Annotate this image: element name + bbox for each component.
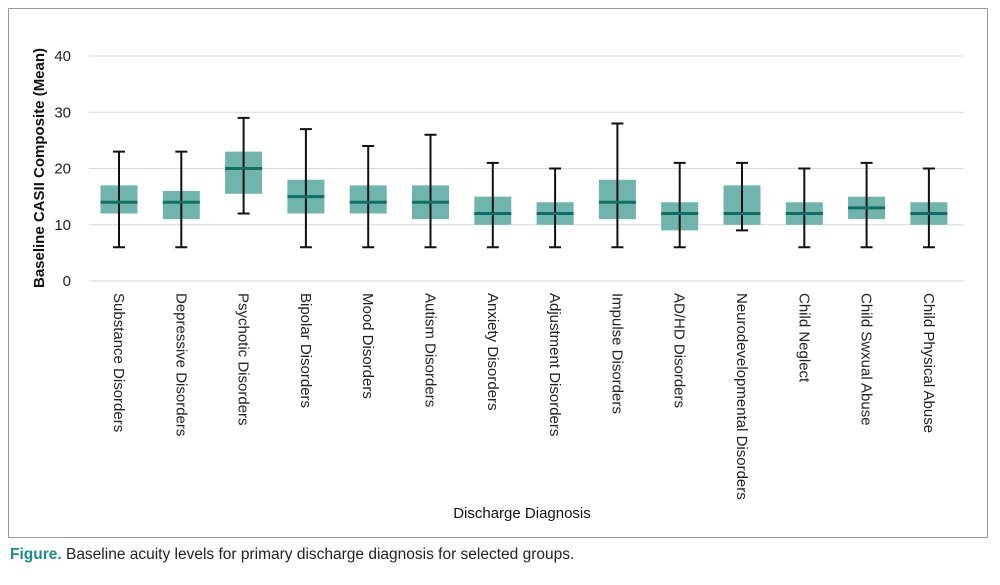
box-group	[100, 150, 138, 249]
x-tick-label: Neurodevelopmental Disorders	[733, 293, 750, 500]
x-tick-label: AD/HD Disorders	[671, 293, 688, 408]
box-group	[536, 167, 574, 249]
boxes	[100, 116, 948, 249]
box-plot-chart: 0 10 20 30 40 Substance Disorders Depressive …	[31, 48, 964, 522]
box-group	[225, 116, 263, 215]
caption-lead: Figure.	[10, 546, 62, 563]
box-group	[474, 161, 512, 249]
y-tick-label: 30	[54, 104, 71, 121]
caption-text: Baseline acuity levels for primary disch…	[61, 546, 575, 563]
box-group	[412, 133, 449, 249]
x-tick-label: Bipolar Disorders	[297, 293, 314, 408]
x-tick-label: Mood Disorders	[359, 293, 376, 399]
gridlines	[89, 55, 964, 282]
x-tick-label: Child Neglect	[795, 293, 812, 383]
figure-frame: 0 10 20 30 40 Substance Disorders Depressive …	[8, 8, 988, 538]
x-tick-label: Autism Disorders	[422, 293, 439, 407]
figure-caption: Figure. Baseline acuity levels for prima…	[10, 546, 574, 564]
y-tick-label: 0	[63, 273, 71, 290]
x-tick-label: Child Physical Abuse	[920, 293, 937, 433]
x-tick-label: Adjustment Disorders	[546, 293, 563, 436]
y-axis-ticks: 0 10 20 30 40	[54, 48, 71, 290]
box-group	[287, 128, 325, 249]
box-group	[598, 122, 636, 249]
box-group	[349, 145, 387, 249]
x-tick-label: Psychotic Disorders	[235, 293, 252, 426]
y-tick-label: 10	[54, 217, 71, 234]
x-tick-label: Impulse Disorders	[608, 293, 625, 414]
x-tick-label: Child Swxual Abuse	[858, 293, 875, 426]
x-axis-label: Discharge Diagnosis	[453, 505, 591, 522]
x-axis-ticks: Substance Disorders Depressive Disorders P…	[110, 293, 937, 500]
box-group	[785, 167, 823, 249]
box-group	[848, 161, 886, 249]
box-group	[910, 167, 948, 249]
y-tick-label: 40	[54, 48, 71, 65]
x-tick-label: Substance Disorders	[110, 293, 127, 432]
x-tick-label: Anxiety Disorders	[484, 293, 501, 411]
box-group	[661, 161, 699, 249]
y-axis-label: Baseline CASII Composite (Mean)	[31, 48, 48, 288]
x-tick-label: Depressive Disorders	[172, 293, 189, 436]
box-group	[723, 161, 761, 232]
y-tick-label: 20	[54, 161, 71, 178]
box-group	[162, 150, 200, 249]
